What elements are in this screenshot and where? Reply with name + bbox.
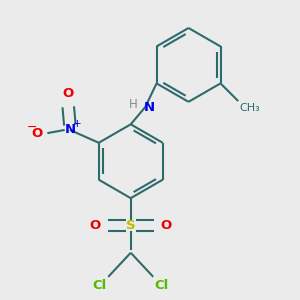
Text: S: S <box>126 219 136 232</box>
Text: O: O <box>31 127 43 140</box>
Text: O: O <box>90 219 101 232</box>
Text: +: + <box>73 119 81 129</box>
Text: O: O <box>160 219 172 232</box>
Text: −: − <box>27 121 38 134</box>
Text: O: O <box>63 87 74 101</box>
Text: Cl: Cl <box>92 279 107 292</box>
Text: CH₃: CH₃ <box>240 103 260 112</box>
Text: N: N <box>144 100 155 114</box>
Text: H: H <box>128 98 137 111</box>
Text: Cl: Cl <box>155 279 169 292</box>
Text: N: N <box>64 123 75 136</box>
